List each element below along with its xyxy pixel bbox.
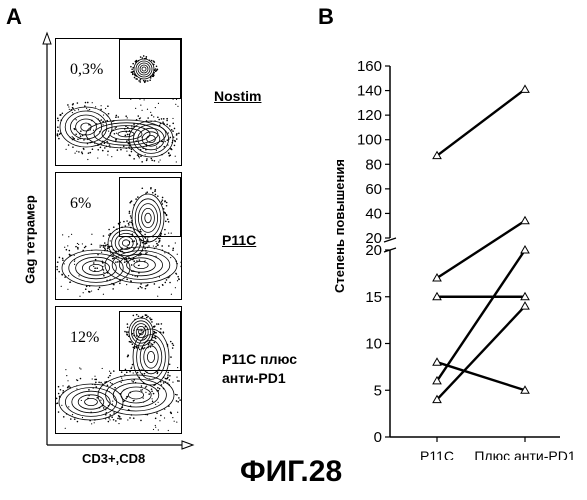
figure-caption: ФИГ.28 [240, 455, 342, 489]
data-point-marker [521, 85, 529, 92]
panel-b-chart: 2040608010012014016005101520P11CПлюс ант… [0, 0, 587, 460]
y-tick-label: 10 [365, 336, 382, 353]
y-tick-label: 60 [365, 181, 382, 198]
data-point-marker [521, 217, 529, 224]
y-tick-label: 40 [365, 205, 382, 222]
y-axis-label: Степень повышения [332, 159, 347, 293]
axis-break-mark [384, 238, 396, 242]
data-point-marker [521, 246, 529, 253]
y-tick-label: 0 [374, 429, 382, 446]
y-tick-label: 15 [365, 289, 382, 306]
x-tick-label: Плюс анти-PD1 [474, 448, 575, 460]
data-point-marker [433, 358, 441, 365]
y-tick-label: 160 [357, 58, 382, 75]
y-tick-label: 100 [357, 132, 382, 149]
data-point-marker [521, 302, 529, 309]
y-tick-label: 120 [357, 107, 382, 124]
y-tick-label: 140 [357, 83, 382, 100]
x-tick-label: P11C [420, 448, 454, 460]
y-tick-label: 20 [365, 242, 382, 259]
y-tick-label: 5 [374, 382, 382, 399]
y-tick-label: 80 [365, 156, 382, 173]
series-line [437, 89, 525, 155]
